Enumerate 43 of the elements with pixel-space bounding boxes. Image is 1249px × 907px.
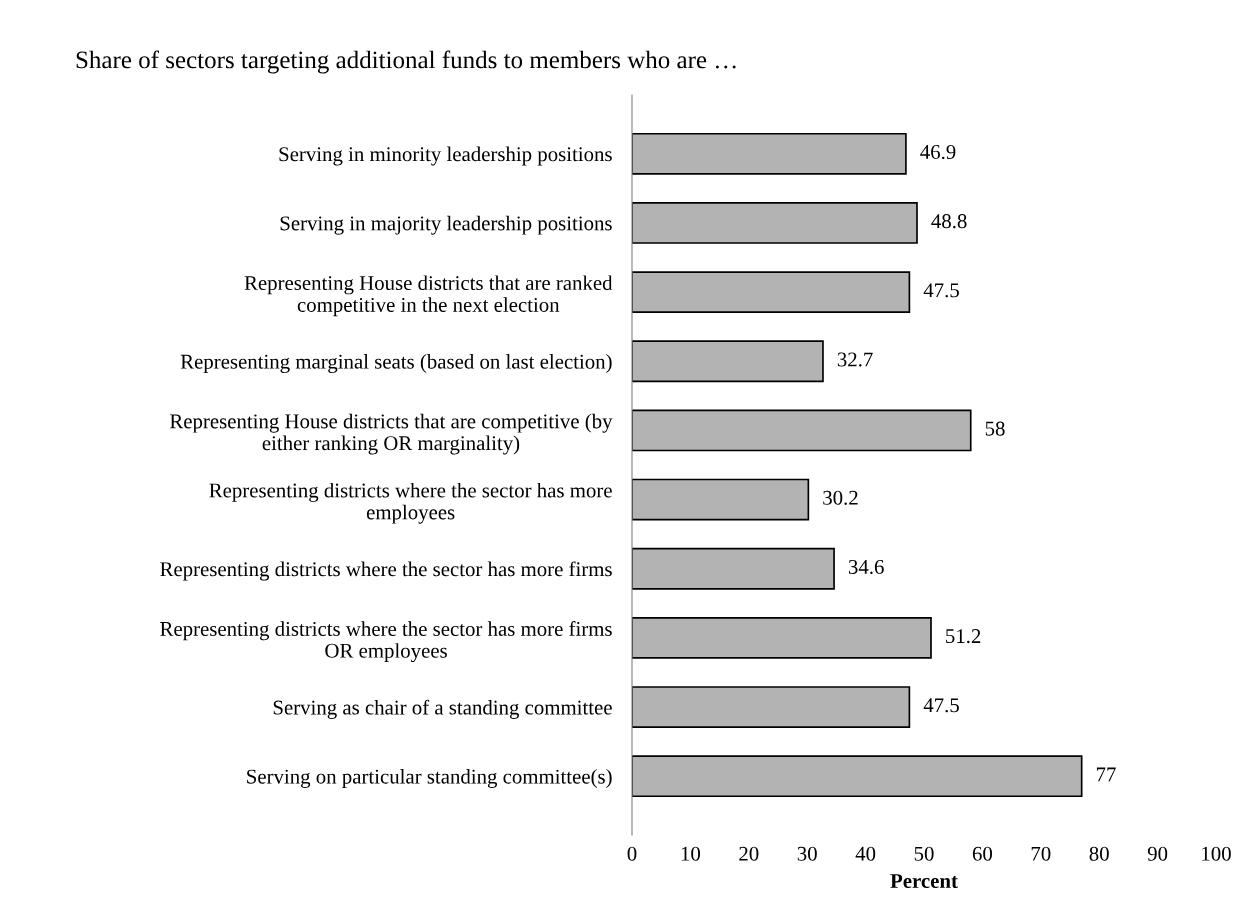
- data-label: 77: [1096, 767, 1116, 782]
- data-label: 34.6: [848, 559, 884, 575]
- data-label: 46.9: [920, 145, 956, 160]
- x-tick-label: 100: [1202, 846, 1231, 861]
- bar: [632, 617, 932, 659]
- y-tick-label: Representing marginal seats (based on last election): [180, 354, 612, 373]
- data-label: 30.2: [823, 490, 858, 505]
- x-tick-label: 70: [1031, 846, 1051, 861]
- bar: [632, 547, 835, 590]
- y-tick-label: Serving in majority leadership positions: [280, 215, 612, 235]
- bar: [632, 132, 907, 175]
- bar: [632, 478, 810, 521]
- data-label: 51.2: [946, 629, 981, 644]
- x-tick-label: 60: [972, 846, 993, 861]
- y-tick-label: Representing districts where the sector has more employees: [209, 482, 612, 524]
- bar: [632, 409, 972, 452]
- data-label: 48.8: [931, 214, 967, 229]
- x-tick-label: 80: [1089, 846, 1109, 861]
- x-axis-title: Percent: [890, 874, 958, 888]
- bar: [632, 340, 824, 383]
- data-label: 47.5: [923, 698, 959, 713]
- x-tick-label: 0: [627, 846, 637, 861]
- y-tick-label: Representing House districts that are ranked competitive in the next election: [244, 275, 613, 317]
- x-tick-label: 50: [914, 846, 934, 861]
- data-label: 47.5: [923, 283, 959, 298]
- y-tick-label: Serving on particular standing committee(s): [247, 768, 612, 788]
- y-tick-label: Representing districts where the sector has more firms: [160, 561, 612, 581]
- y-tick-label: Representing House districts that are competitive (by either ranking OR marginality): [169, 413, 613, 455]
- bar: [632, 686, 911, 728]
- y-tick-label: Representing districts where the sector has more firms OR employees: [160, 621, 612, 663]
- x-tick-label: 30: [797, 846, 817, 861]
- x-tick-label: 20: [739, 846, 759, 861]
- x-tick-label: 10: [681, 846, 701, 861]
- x-tick-label: 40: [855, 846, 876, 861]
- text: Share of sectors targeting additional funds to members who are …: [76, 50, 736, 74]
- bar: [632, 271, 911, 313]
- x-tick-label: 90: [1147, 846, 1168, 861]
- y-tick-label: Serving in minority leadership positions: [279, 146, 612, 166]
- bar: [632, 755, 1083, 798]
- y-tick-label: Serving as chair of a standing committee: [273, 699, 612, 719]
- data-label: 58: [985, 421, 1005, 436]
- data-label: 32.7: [837, 352, 873, 367]
- bar: [632, 202, 918, 244]
